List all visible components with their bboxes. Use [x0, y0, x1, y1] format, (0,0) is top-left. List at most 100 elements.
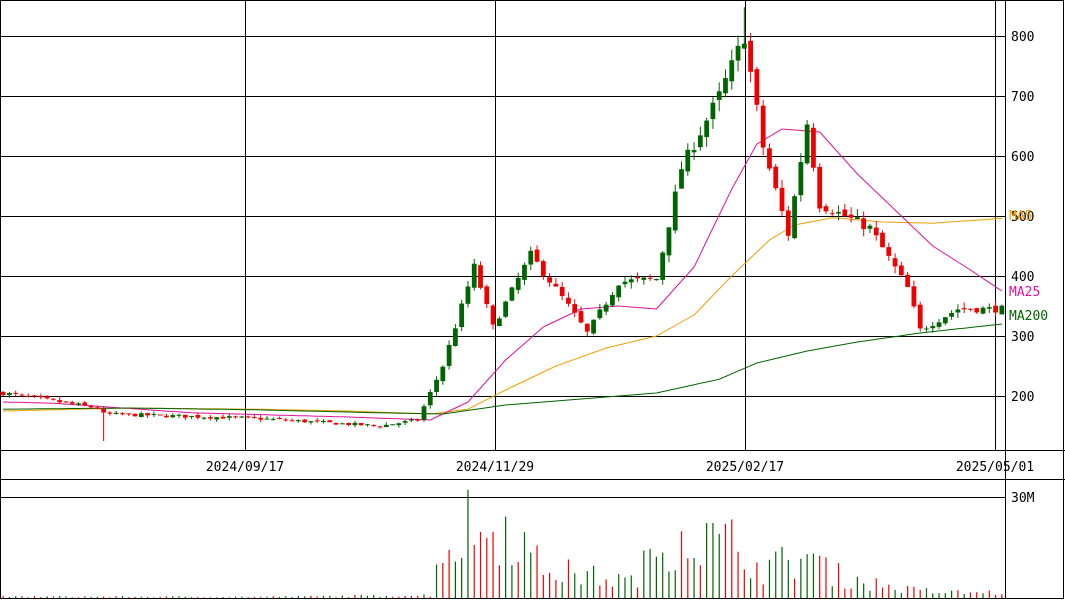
candle-body — [32, 395, 37, 397]
candle-body — [534, 249, 540, 262]
candle-body — [339, 423, 345, 425]
candle-body — [528, 250, 534, 265]
candle-body — [559, 286, 565, 297]
candle-body — [547, 277, 552, 283]
candle-body — [321, 420, 326, 422]
candle-body — [396, 423, 402, 426]
candle-body — [226, 416, 232, 418]
candle-body — [591, 319, 596, 334]
candle-body — [540, 261, 546, 276]
candle-body — [496, 318, 502, 327]
candle-body — [955, 309, 961, 313]
candle-body — [440, 366, 446, 382]
candle-body — [522, 264, 527, 280]
candle-body — [19, 394, 25, 396]
candle-body — [132, 413, 138, 417]
candle-body — [258, 417, 264, 420]
candle-body — [63, 401, 69, 403]
candle-body — [434, 379, 439, 393]
candle-body — [214, 417, 220, 420]
price-tick-label: 600 — [1011, 150, 1034, 165]
candle-body — [164, 415, 169, 418]
candle-body — [823, 206, 829, 212]
candle-body — [704, 120, 710, 138]
candle-body — [113, 412, 119, 414]
candle-body — [710, 102, 716, 120]
candle-body — [415, 419, 421, 421]
candle-body — [949, 312, 954, 317]
candle-body — [848, 214, 854, 218]
volume-axis-labels: 30M — [1011, 491, 1035, 506]
ma200-line — [3, 323, 1002, 415]
candle-body — [157, 414, 163, 416]
candle-body — [421, 406, 427, 421]
date-tick-label: 2025/05/01 — [956, 460, 1034, 475]
price-axis-labels: 200 300 400 500 600 700 800 — [1011, 30, 1034, 405]
candle-body — [333, 422, 339, 425]
candle-body — [308, 421, 314, 423]
candle-body — [94, 407, 100, 409]
candle-body — [289, 420, 295, 422]
price-tick-label: 500 — [1011, 210, 1034, 225]
candle-body — [603, 304, 609, 312]
candle-body — [880, 232, 885, 248]
candle-body — [785, 210, 791, 236]
candle-body — [402, 421, 408, 423]
date-axis-labels: 2024/09/17 2024/11/29 2025/02/17 2025/05/01 — [206, 460, 1034, 475]
candle-body — [82, 402, 88, 406]
candle-body — [25, 395, 31, 397]
volume-tick-label: 30M — [1011, 491, 1035, 506]
candle-body — [660, 252, 666, 280]
candle-body — [120, 413, 125, 415]
candle-body — [697, 135, 703, 148]
candle-body — [314, 420, 320, 422]
candle-body — [911, 286, 917, 307]
candle-body — [917, 304, 923, 329]
candle-body — [352, 422, 358, 426]
candle-body — [798, 162, 804, 196]
candle-body — [270, 418, 276, 420]
candle-body — [886, 247, 892, 256]
candle-body — [622, 281, 628, 285]
candle-body — [986, 307, 992, 309]
candle-body — [453, 328, 458, 347]
candle-body — [295, 420, 301, 422]
candle-body — [679, 169, 684, 189]
candle-body — [773, 166, 779, 189]
candle-body — [924, 328, 929, 330]
candle-body — [446, 344, 452, 366]
candle-body — [723, 78, 728, 94]
candle-body — [471, 263, 477, 288]
candle-body — [961, 308, 967, 310]
candle-body — [855, 217, 860, 220]
candle-body — [264, 418, 270, 420]
date-tick-label: 2024/09/17 — [206, 460, 284, 475]
candle-body — [572, 304, 578, 313]
candle-body — [836, 211, 841, 214]
candle-body — [691, 150, 697, 153]
candle-body — [277, 417, 282, 419]
price-tick-label: 400 — [1011, 270, 1034, 285]
candle-body — [107, 412, 113, 414]
candle-body — [553, 283, 559, 287]
candle-body — [69, 402, 75, 404]
candle-body — [980, 307, 986, 314]
candle-body — [873, 227, 879, 236]
candle-body — [584, 323, 590, 332]
candle-body — [252, 417, 257, 419]
price-tick-label: 300 — [1011, 330, 1034, 345]
candle-body — [0, 391, 6, 396]
candle-body — [101, 408, 107, 413]
candle-body — [628, 279, 634, 283]
volume-bars — [2, 489, 1003, 598]
grid-lines — [0, 0, 1005, 498]
candle-body — [729, 60, 735, 82]
candle-body — [478, 265, 483, 288]
candle-body — [208, 417, 213, 419]
ma5-line — [3, 217, 1002, 415]
candle-body — [716, 91, 722, 100]
candle-body — [666, 227, 672, 256]
legend-ma25: MA25 — [1009, 285, 1040, 300]
candle-body — [44, 396, 50, 399]
